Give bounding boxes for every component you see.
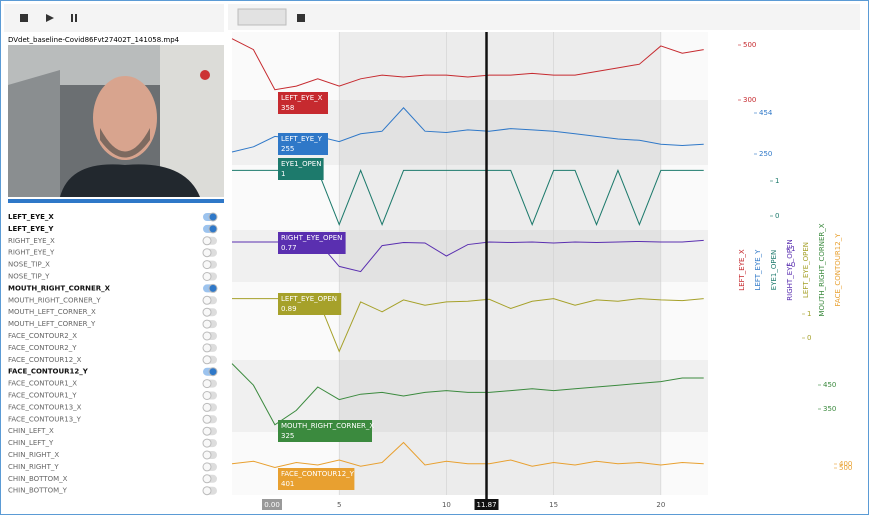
x-tick-label: 5 [337,501,341,509]
feature-name: LEFT_EYE_Y [8,225,54,233]
toggle-knob [203,308,211,316]
toggle-knob [203,463,211,471]
feature-name: CHIN_RIGHT_X [8,451,59,459]
toggle-knob [203,332,211,340]
toggle-knob [203,320,211,328]
toggle-knob [203,237,211,245]
y-tick-label: 0 [807,334,811,342]
series-name: LEFT_EYE_Y [281,135,323,143]
feature-name: CHIN_BOTTOM_X [8,475,68,483]
start-marker-label: 0.00 [264,501,280,509]
toggle-knob [203,487,211,495]
y-tick-label: 454 [759,109,773,117]
x-tick-label: 20 [656,501,665,509]
progress-bar[interactable] [8,199,224,203]
axis-title: FACE_CONTOUR12_Y [834,233,842,307]
toggle-knob [203,403,211,411]
x-tick-label: 15 [549,501,558,509]
feature-name: CHIN_BOTTOM_Y [8,487,68,495]
series-name: LEFT_EYE_OPEN [281,295,337,303]
feature-name: FACE_CONTOUR12_X [8,356,82,364]
feature-name: MOUTH_LEFT_CORNER_X [8,308,96,316]
series-name: LEFT_EYE_X [281,94,323,102]
feature-name: FACE_CONTOUR13_Y [8,415,82,423]
toggle-knob [209,284,217,292]
feature-name: CHIN_LEFT_Y [8,439,54,447]
toggle-knob [203,356,211,364]
series-name: RIGHT_EYE_OPEN [281,234,342,242]
feature-name: NOSE_TIP_Y [8,273,50,281]
toggle-knob [203,380,211,388]
toolbar [4,4,224,32]
y-tick-label: 0 [775,212,779,220]
toggle-knob [203,249,211,257]
feature-name: FACE_CONTOUR13_X [8,403,82,411]
axis-title: EYE1_OPEN [770,250,778,290]
y-tick-label: 250 [759,150,772,158]
y-tick-label: 500 [743,41,756,49]
series-name: MOUTH_RIGHT_CORNER_X [281,422,374,430]
app: DVdet_baseline-Covid86Fvt27402T_141058.m… [0,0,869,515]
toggle-knob [203,344,211,352]
toggle-knob [203,261,211,269]
axis-title: MOUTH_RIGHT_CORNER_X [818,223,826,316]
toggle-knob [203,415,211,423]
current-value: 401 [281,480,294,488]
y-tick-label: 300 [743,96,756,104]
current-value: 255 [281,145,294,153]
current-value: 358 [281,104,294,112]
feature-name: MOUTH_RIGHT_CORNER_X [8,284,111,292]
x-tick-label: 10 [442,501,451,509]
toggle-knob [203,427,211,435]
video-frame [8,45,224,197]
toggle-knob [203,296,211,304]
cursor-label: 11.87 [476,501,496,509]
toggle-knob [203,392,211,400]
toggle-knob [203,475,211,483]
axis-title: LEFT_EYE_X [738,249,746,291]
feature-name: FACE_CONTOUR2_Y [8,344,77,352]
toggle-knob [209,368,217,376]
current-value: 0.89 [281,305,297,313]
feature-name: CHIN_LEFT_X [8,427,54,435]
y-tick-label: 450 [823,381,836,389]
layout-button[interactable] [297,14,305,22]
feature-name: MOUTH_RIGHT_CORNER_Y [8,296,101,304]
tool-group[interactable] [238,9,286,25]
y-tick-label: 1 [791,245,795,253]
current-value: 1 [281,170,285,178]
feature-name: FACE_CONTOUR12_Y [8,368,89,376]
pause-button[interactable] [71,14,73,22]
y-tick-label: 350 [823,405,836,413]
feature-name: NOSE_TIP_X [8,261,50,269]
current-value: 325 [281,432,294,440]
y-tick-label: 500 [839,464,852,472]
y-tick-label: 1 [807,310,811,318]
feature-name: CHIN_RIGHT_Y [8,463,59,471]
chart-toolbar [228,4,860,30]
series-name: FACE_CONTOUR12_Y [281,470,355,478]
toggle-knob [209,225,217,233]
toggle-knob [209,213,217,221]
feature-name: RIGHT_EYE_X [8,237,55,245]
pause-icon [75,14,77,22]
filename: DVdet_baseline-Covid86Fvt27402T_141058.m… [8,36,180,44]
toggle-knob [203,451,211,459]
feature-name: FACE_CONTOUR2_X [8,332,77,340]
feature-name: RIGHT_EYE_Y [8,249,55,257]
folder-button[interactable] [20,14,28,22]
current-value: 0.77 [281,244,297,252]
feature-name: FACE_CONTOUR1_Y [8,392,77,400]
feature-name: FACE_CONTOUR1_X [8,380,77,388]
y-tick-label: 0 [791,261,795,269]
y-tick-label: 1 [775,177,779,185]
toggle-knob [203,439,211,447]
series-name: EYE1_OPEN [281,160,321,168]
axis-title: LEFT_EYE_OPEN [802,242,810,298]
toggle-knob [203,273,211,281]
axis-title: LEFT_EYE_Y [754,249,762,291]
feature-name: LEFT_EYE_X [8,213,54,221]
feature-name: MOUTH_LEFT_CORNER_Y [8,320,96,328]
